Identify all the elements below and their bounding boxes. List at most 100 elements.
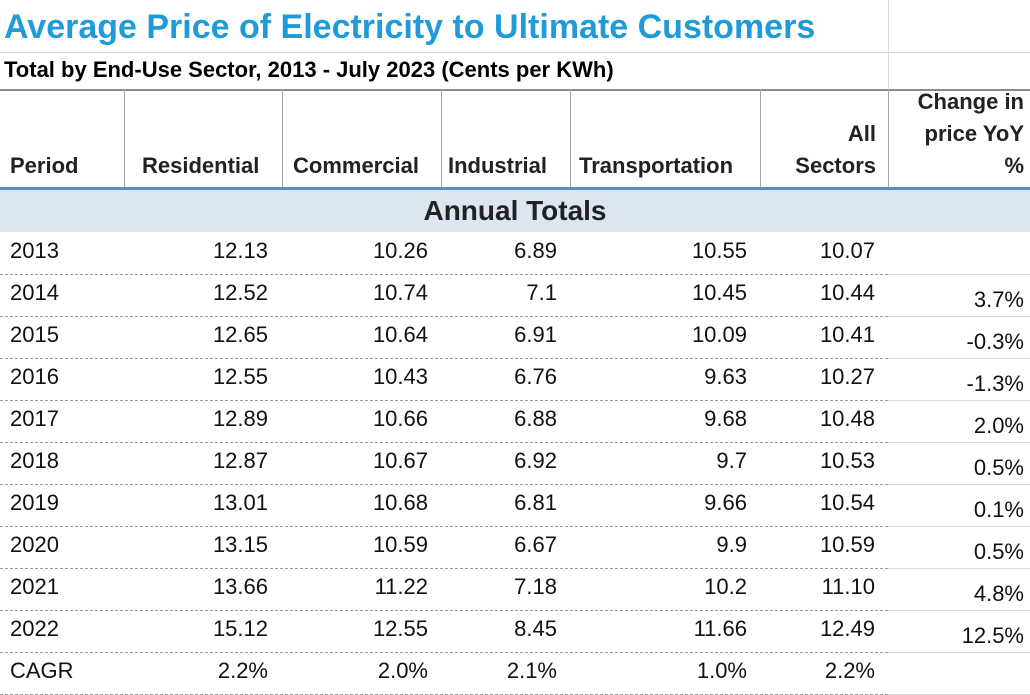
cell-industrial[interactable]: 6.89 (514, 238, 557, 263)
cell-period[interactable]: 2013 (10, 238, 59, 263)
cell-all-sectors[interactable]: 10.54 (819, 490, 875, 515)
col-header-change-line2: price YoY (924, 121, 1024, 146)
cell-transportation[interactable]: 11.66 (693, 616, 747, 641)
cell-period[interactable]: 2022 (10, 616, 59, 641)
cell-change-yoy[interactable] (888, 652, 1030, 695)
cell-transportation[interactable]: 9.63 (704, 364, 747, 389)
header-bottom-border (0, 187, 888, 190)
cell-residential[interactable]: 12.13 (212, 238, 268, 263)
cell-change-yoy[interactable]: 4.8% (888, 568, 1030, 611)
cell-industrial[interactable]: 6.67 (514, 532, 557, 557)
cell-change-yoy[interactable]: 0.5% (888, 442, 1030, 485)
cell-all-sectors[interactable]: 11.10 (821, 574, 875, 599)
cell-commercial[interactable]: 2.0% (377, 658, 428, 683)
table-row: 2013 12.13 10.26 6.89 10.55 10.07 (0, 232, 888, 275)
cell-residential[interactable]: 2.2% (217, 658, 268, 683)
col-header-transportation[interactable]: Transportation (579, 153, 734, 178)
cell-industrial[interactable]: 6.76 (514, 364, 557, 389)
cell-transportation[interactable]: 9.9 (716, 532, 747, 557)
cell-all-sectors[interactable]: 10.53 (819, 448, 875, 473)
cell-transportation[interactable]: 1.0% (696, 658, 747, 683)
cell-change-yoy[interactable]: -0.3% (888, 316, 1030, 359)
cell-change-yoy[interactable]: 0.1% (888, 484, 1030, 527)
cell-transportation[interactable]: 10.2 (704, 574, 747, 599)
cell-change-yoy-value: 0.5% (973, 455, 1024, 480)
cell-transportation[interactable]: 10.45 (691, 280, 747, 305)
cell-commercial[interactable]: 10.68 (372, 490, 428, 515)
col-header-industrial[interactable]: Industrial (448, 153, 548, 178)
cell-residential[interactable]: 13.01 (212, 490, 268, 515)
cell-residential[interactable]: 13.66 (212, 574, 268, 599)
cell-change-yoy[interactable] (888, 232, 1030, 275)
column-divider (570, 89, 571, 189)
col-header-all-sectors[interactable]: All Sectors (795, 118, 876, 182)
cell-residential[interactable]: 12.65 (212, 322, 268, 347)
cell-all-sectors[interactable]: 10.44 (819, 280, 875, 305)
cell-period[interactable]: 2018 (10, 448, 59, 473)
col-header-period[interactable]: Period (10, 153, 79, 178)
cell-transportation[interactable]: 10.55 (691, 238, 747, 263)
cell-commercial[interactable]: 10.59 (372, 532, 428, 557)
cell-all-sectors[interactable]: 2.2% (824, 658, 875, 683)
cell-residential[interactable]: 12.89 (212, 406, 268, 431)
cell-change-yoy[interactable]: -1.3% (888, 358, 1030, 401)
cell-commercial[interactable]: 11.22 (374, 574, 428, 599)
cell-commercial[interactable]: 10.64 (372, 322, 428, 347)
cell-industrial[interactable]: 2.1% (506, 658, 557, 683)
cell-industrial[interactable]: 7.18 (514, 574, 557, 599)
cell-commercial[interactable]: 10.74 (372, 280, 428, 305)
cell-change-yoy[interactable]: 12.5% (888, 610, 1030, 653)
cell-commercial[interactable]: 12.55 (372, 616, 428, 641)
col-header-change[interactable]: Change in price YoY % (918, 86, 1024, 182)
cell-period[interactable]: 2014 (10, 280, 59, 305)
column-divider (441, 89, 442, 189)
cell-industrial[interactable]: 6.88 (514, 406, 557, 431)
cell-transportation[interactable]: 9.68 (704, 406, 747, 431)
col-header-commercial[interactable]: Commercial (293, 153, 419, 178)
cell-industrial[interactable]: 6.91 (514, 322, 557, 347)
cell-period[interactable]: 2021 (10, 574, 59, 599)
cell-period[interactable]: CAGR (10, 658, 74, 683)
col-header-residential[interactable]: Residential (142, 153, 260, 178)
cell-change-yoy-value: 4.8% (973, 581, 1024, 606)
cell-residential[interactable]: 12.52 (212, 280, 268, 305)
col-header-all-sectors-line1: All (847, 121, 876, 146)
cell-all-sectors[interactable]: 10.48 (819, 406, 875, 431)
cell-change-yoy[interactable]: 0.5% (888, 526, 1030, 569)
cell-residential[interactable]: 15.12 (212, 616, 268, 641)
cell-transportation[interactable]: 10.09 (691, 322, 747, 347)
cell-change-yoy-value: 12.5% (961, 623, 1024, 648)
cell-period[interactable]: 2020 (10, 532, 59, 557)
cell-all-sectors[interactable]: 10.27 (819, 364, 875, 389)
cell-all-sectors[interactable]: 10.41 (819, 322, 875, 347)
table-row: 2019 13.01 10.68 6.81 9.66 10.54 (0, 484, 888, 527)
cell-period[interactable]: 2019 (10, 490, 59, 515)
table-row: 2014 12.52 10.74 7.1 10.45 10.44 (0, 274, 888, 317)
cell-industrial[interactable]: 7.1 (526, 280, 557, 305)
cell-commercial[interactable]: 10.67 (372, 448, 428, 473)
cell-all-sectors[interactable]: 12.49 (819, 616, 875, 641)
cell-industrial[interactable]: 6.92 (514, 448, 557, 473)
cell-transportation[interactable]: 9.66 (704, 490, 747, 515)
cell-commercial[interactable]: 10.26 (372, 238, 428, 263)
cell-change-yoy[interactable]: 3.7% (888, 274, 1030, 317)
cell-all-sectors[interactable]: 10.07 (819, 238, 875, 263)
header-bottom-border (888, 187, 1030, 190)
cell-period[interactable]: 2017 (10, 406, 59, 431)
cell-residential[interactable]: 12.87 (212, 448, 268, 473)
cell-transportation[interactable]: 9.7 (716, 448, 747, 473)
cell-industrial[interactable]: 8.45 (514, 616, 557, 641)
cell-residential[interactable]: 13.15 (212, 532, 268, 557)
table-row: 2020 13.15 10.59 6.67 9.9 10.59 (0, 526, 888, 569)
cell-period[interactable]: 2015 (10, 322, 59, 347)
cell-change-yoy[interactable]: 2.0% (888, 400, 1030, 443)
page-title: Average Price of Electricity to Ultimate… (4, 8, 816, 46)
table-row: 2022 15.12 12.55 8.45 11.66 12.49 (0, 610, 888, 653)
cell-period[interactable]: 2016 (10, 364, 59, 389)
cell-residential[interactable]: 12.55 (212, 364, 268, 389)
cell-all-sectors[interactable]: 10.59 (819, 532, 875, 557)
cell-commercial[interactable]: 10.66 (372, 406, 428, 431)
cell-commercial[interactable]: 10.43 (372, 364, 428, 389)
column-divider (888, 89, 889, 189)
cell-industrial[interactable]: 6.81 (514, 490, 557, 515)
